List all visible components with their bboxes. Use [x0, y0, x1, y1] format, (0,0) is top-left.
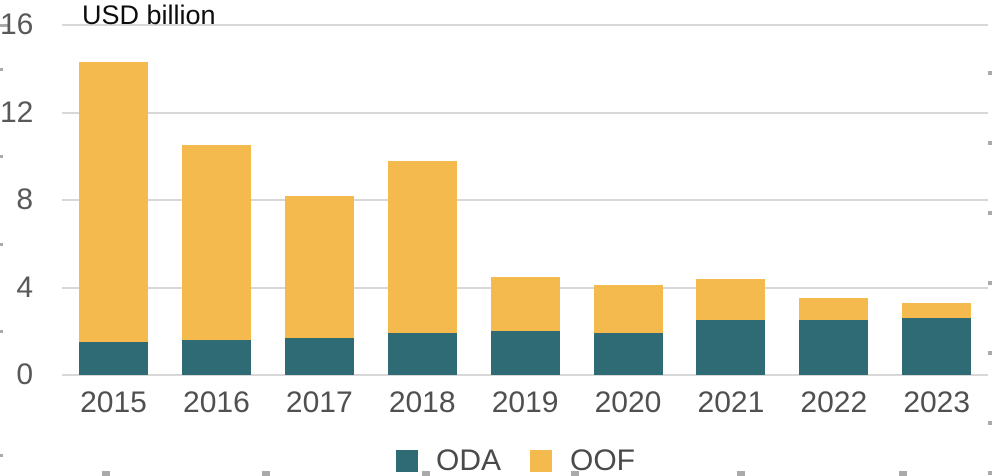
- bar-2018-oda: [387, 333, 457, 375]
- left-edge-tick: [0, 68, 3, 71]
- chart-legend: ODA OOF: [396, 446, 635, 476]
- left-edge-tick: [0, 454, 3, 457]
- x-axis-tick-label: 2015: [80, 386, 147, 419]
- bar-2015-oof: [79, 62, 148, 343]
- legend-item-oda: ODA: [396, 446, 501, 476]
- x-axis-tick-label: 2020: [594, 386, 662, 419]
- legend-label: OOF: [570, 444, 636, 476]
- bar-2016-oof: [181, 145, 251, 340]
- gridline-y-8: [62, 199, 988, 201]
- right-edge-tick: [988, 351, 992, 355]
- legend-label: ODA: [436, 444, 502, 476]
- gridline-y-12: [62, 111, 988, 114]
- bar-2017-oda: [284, 337, 354, 375]
- right-edge-tick: [988, 281, 992, 285]
- right-edge-tick: [988, 421, 992, 425]
- bottom-edge-tick: [422, 471, 430, 476]
- left-edge-tick: [0, 155, 3, 158]
- legend-item-oof: OOF: [530, 446, 635, 476]
- left-edge-tick: [0, 243, 3, 246]
- bar-2015-oda: [79, 342, 148, 375]
- bar-2020-oda: [593, 333, 663, 375]
- x-axis-tick-label: 2016: [183, 386, 250, 419]
- bar-2019-oof: [490, 276, 560, 332]
- y-axis-tick-label: 12: [0, 95, 34, 129]
- right-edge-tick: [988, 71, 992, 75]
- bottom-edge-tick: [737, 471, 745, 476]
- bottom-edge-tick: [262, 471, 270, 476]
- bar-2021-oda: [696, 320, 766, 375]
- bar-2023-oda: [902, 318, 972, 375]
- gridline-y-0: [62, 374, 988, 376]
- x-axis-tick-label: 2023: [903, 386, 971, 419]
- bar-2022-oda: [799, 320, 869, 375]
- y-axis-tick-label: 0: [16, 358, 33, 391]
- x-axis-tick-label: 2021: [697, 386, 765, 419]
- bottom-edge-tick: [899, 471, 907, 476]
- bar-2020-oof: [593, 285, 663, 334]
- y-axis-tick-label: 8: [16, 183, 33, 216]
- legend-swatch-oda: [396, 450, 418, 472]
- bottom-edge-tick: [102, 471, 110, 476]
- bar-2017-oof: [284, 195, 354, 338]
- x-axis-tick-label: 2022: [800, 386, 868, 419]
- right-edge-tick: [988, 471, 992, 475]
- gridline-y-16: [62, 24, 988, 26]
- x-axis-tick-label: 2018: [388, 386, 456, 419]
- right-edge-tick: [988, 141, 992, 145]
- bar-2021-oof: [696, 278, 766, 321]
- chart-title: USD billion: [82, 0, 216, 30]
- right-edge-tick: [988, 211, 992, 215]
- y-axis-tick-label: 16: [0, 8, 34, 41]
- bar-2018-oof: [387, 160, 457, 334]
- bottom-edge-tick: [571, 471, 579, 476]
- left-edge-tick: [0, 330, 3, 333]
- x-axis-tick-label: 2017: [285, 386, 353, 419]
- bar-2019-oda: [490, 331, 560, 375]
- x-axis-tick-label: 2019: [491, 386, 559, 419]
- left-edge-tick: [0, 24, 8, 27]
- bar-2022-oof: [799, 298, 869, 321]
- bar-2016-oda: [181, 340, 251, 375]
- legend-swatch-oof: [530, 450, 553, 472]
- bar-2023-oof: [902, 302, 972, 319]
- y-axis-tick-label: 4: [16, 270, 33, 304]
